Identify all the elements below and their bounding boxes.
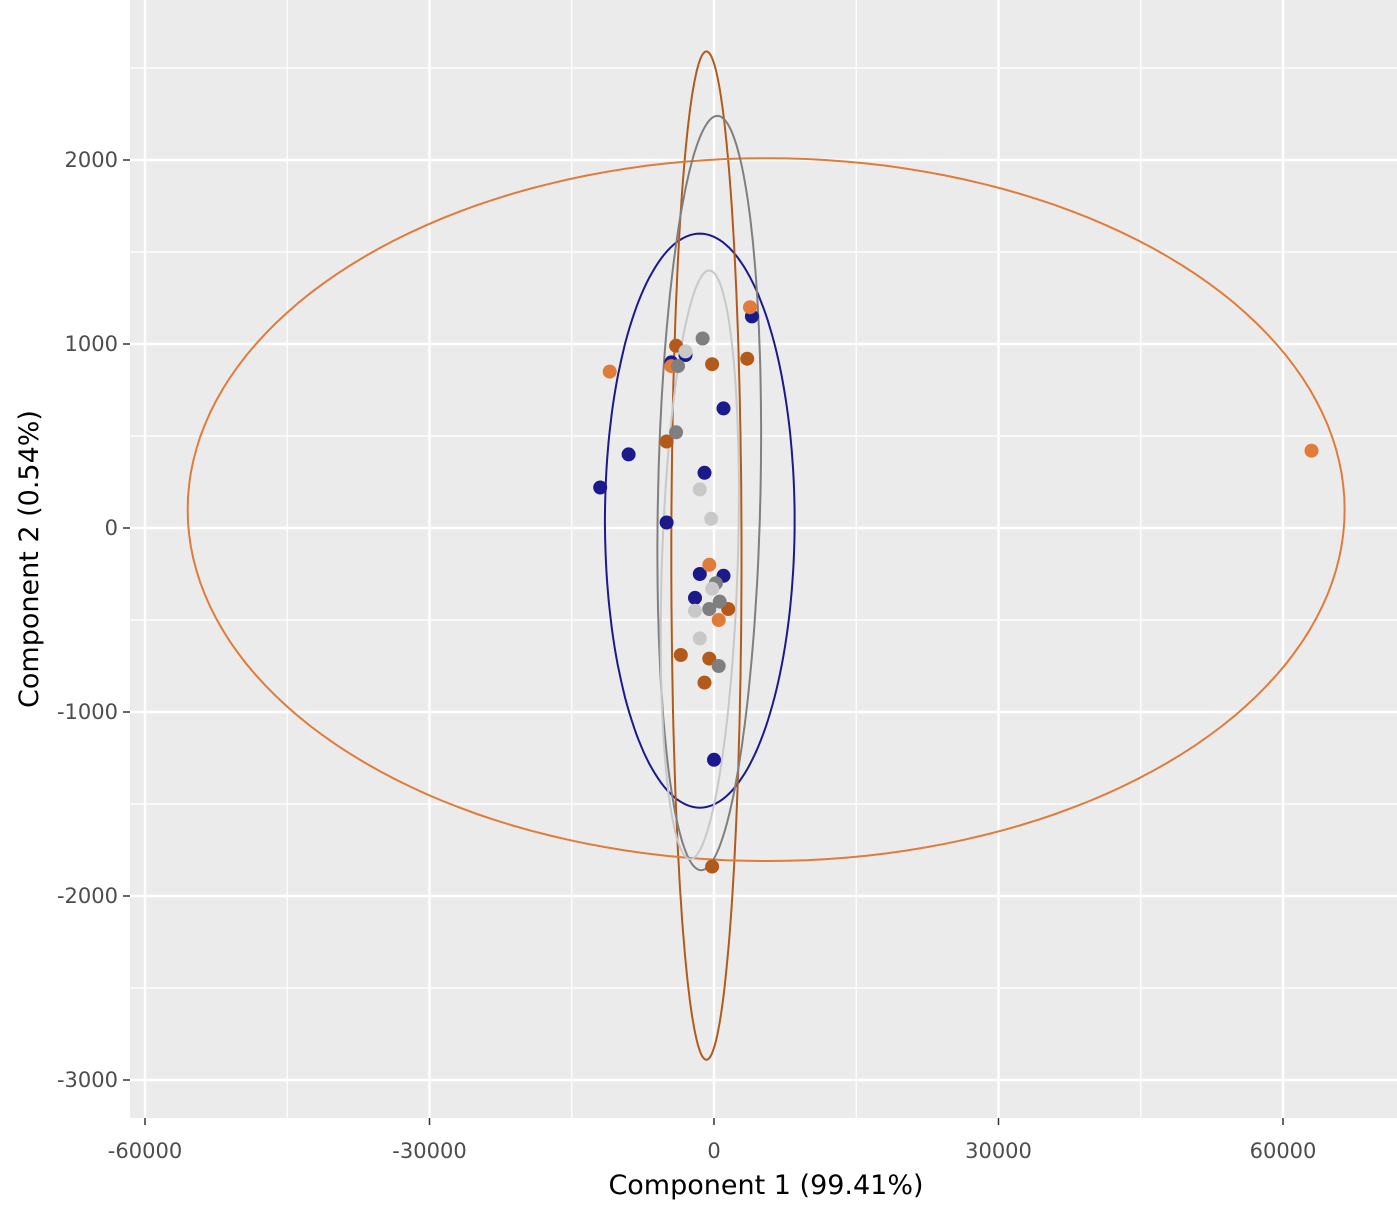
y-axis-ticks: -3000 -2000 -1000 0 1000 2000 <box>57 148 130 1092</box>
data-point-series-2 <box>602 364 617 379</box>
data-point-series-0 <box>593 480 608 495</box>
data-point-series-1 <box>673 648 688 662</box>
data-point-series-1 <box>705 357 720 372</box>
data-point-series-3 <box>711 659 726 673</box>
data-point-series-0 <box>716 401 731 416</box>
data-point-series-4 <box>692 631 707 646</box>
data-point-series-3 <box>695 331 710 346</box>
y-tick-label: 2000 <box>65 148 118 172</box>
data-point-series-4 <box>692 482 707 497</box>
y-tick-label: -1000 <box>57 700 118 724</box>
data-point-series-3 <box>702 602 717 616</box>
data-point-series-2 <box>1304 443 1319 458</box>
x-tick-label: 0 <box>707 1139 720 1163</box>
data-point-series-0 <box>621 447 636 462</box>
data-point-series-1 <box>705 859 720 874</box>
y-axis-label: Component 2 (0.54%) <box>14 410 45 708</box>
plot-panel-background <box>130 0 1397 1118</box>
data-point-series-1 <box>740 351 755 366</box>
confidence-ellipse-2 <box>186 157 1346 863</box>
y-tick-label: -3000 <box>57 1068 118 1092</box>
y-tick-label: -2000 <box>57 884 118 908</box>
data-point-series-3 <box>669 425 684 440</box>
data-point-series-3 <box>671 359 685 374</box>
y-tick-label: 0 <box>105 516 118 540</box>
data-point-series-3 <box>712 594 727 609</box>
y-tick-label: 1000 <box>65 332 118 356</box>
data-point-series-0 <box>707 752 721 767</box>
x-tick-label: 30000 <box>965 1139 1032 1163</box>
x-axis-ticks: -60000 -30000 0 30000 60000 <box>108 1118 1317 1163</box>
grid-lines <box>130 0 1397 1118</box>
data-point-series-4 <box>678 344 693 359</box>
data-point-series-1 <box>697 675 712 690</box>
data-points <box>593 300 1319 874</box>
confidence-ellipse-4 <box>659 269 740 861</box>
confidence-ellipse-0 <box>603 232 796 809</box>
data-point-series-4 <box>704 511 719 526</box>
x-tick-label: 60000 <box>1250 1139 1317 1163</box>
data-point-series-1 <box>659 434 674 449</box>
data-point-series-0 <box>688 590 702 605</box>
data-point-series-4 <box>705 581 720 596</box>
x-tick-label: -60000 <box>108 1139 182 1163</box>
data-point-series-0 <box>659 515 674 530</box>
data-point-series-4 <box>688 603 702 618</box>
data-point-series-2 <box>702 557 717 572</box>
data-point-series-0 <box>697 465 712 480</box>
data-point-series-0 <box>692 567 707 581</box>
confidence-ellipses <box>186 50 1346 1061</box>
confidence-ellipse-3 <box>656 114 763 872</box>
data-point-series-2 <box>711 613 726 627</box>
x-axis-label: Component 1 (99.41%) <box>608 1170 923 1201</box>
x-tick-label: -30000 <box>392 1139 466 1163</box>
data-point-series-1 <box>702 651 717 666</box>
data-point-series-2 <box>743 300 757 315</box>
